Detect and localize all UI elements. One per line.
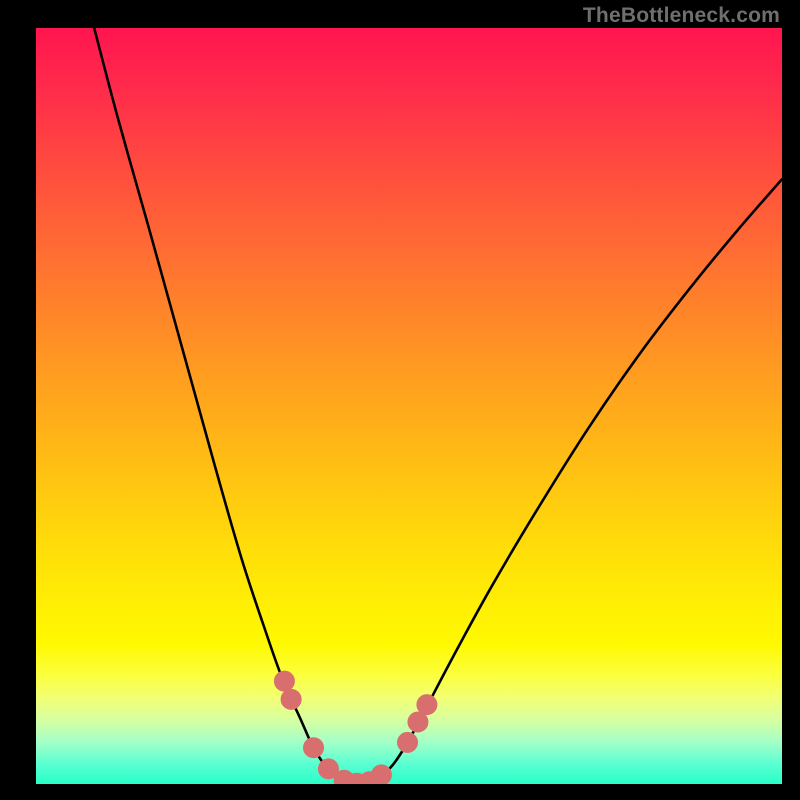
marker-point [417,695,437,715]
marker-point [281,689,301,709]
watermark-text: TheBottleneck.com [583,4,780,28]
marker-point [398,732,418,752]
plot-area [36,28,782,784]
image-frame: TheBottleneck.com [0,0,800,800]
marker-point [408,712,428,732]
marker-point [304,738,324,758]
chart-background [36,28,782,784]
marker-point [371,765,391,784]
marker-point [274,671,294,691]
chart-svg [36,28,782,784]
